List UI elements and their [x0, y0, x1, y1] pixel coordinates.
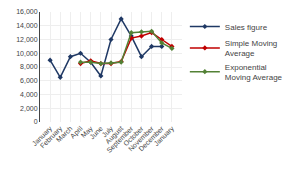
svg-text:March: March: [55, 125, 74, 144]
svg-text:16,000: 16,000: [16, 8, 38, 15]
svg-text:January: January: [31, 124, 55, 148]
svg-text:12,000: 12,000: [16, 36, 38, 43]
svg-text:10,000: 10,000: [16, 50, 38, 57]
svg-text:November: November: [127, 124, 155, 152]
svg-text:August: August: [104, 125, 125, 146]
svg-text:0: 0: [34, 118, 38, 125]
svg-text:8,000: 8,000: [20, 63, 38, 70]
svg-text:October: October: [122, 124, 145, 147]
svg-text:2,000: 2,000: [20, 105, 38, 112]
svg-text:4,000: 4,000: [20, 91, 38, 98]
svg-text:14,000: 14,000: [16, 22, 38, 29]
svg-text:April: April: [69, 124, 85, 140]
svg-text:ExponentialMoving Average: ExponentialMoving Average: [225, 63, 283, 82]
svg-text:January: January: [153, 124, 177, 148]
svg-text:September: September: [105, 124, 135, 154]
svg-text:July: July: [100, 124, 115, 139]
svg-text:February: February: [39, 124, 65, 150]
svg-text:December: December: [137, 124, 165, 152]
svg-text:Sales figure: Sales figure: [225, 23, 268, 32]
svg-text:May: May: [80, 124, 95, 139]
svg-text:Simple MovingAverage: Simple MovingAverage: [225, 39, 277, 58]
svg-text:6,000: 6,000: [20, 77, 38, 84]
svg-text:June: June: [88, 125, 104, 141]
